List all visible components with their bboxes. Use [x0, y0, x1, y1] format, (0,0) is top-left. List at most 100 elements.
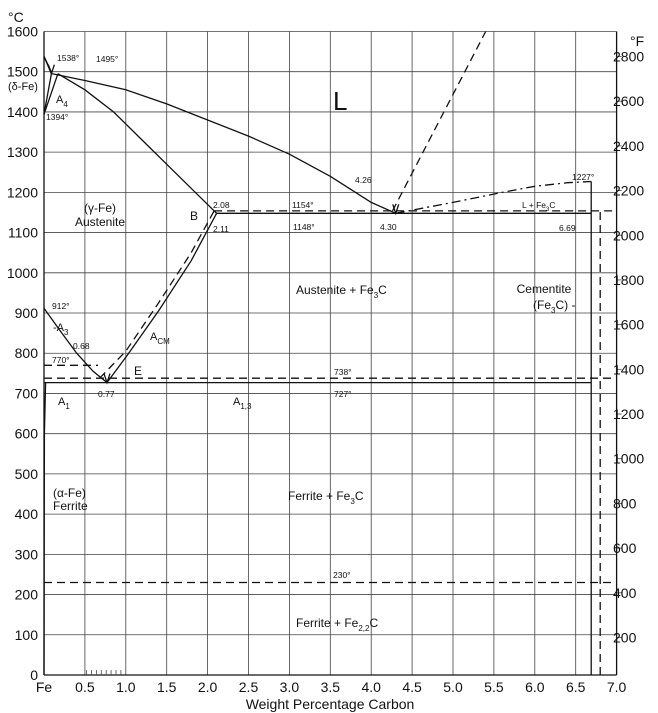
x-tick-label: 3.0 — [280, 679, 300, 695]
annot-1154: 1154° — [292, 200, 314, 210]
x-tick-label: 4.5 — [402, 679, 422, 695]
annot-6-69: 6.69 — [559, 223, 576, 233]
y-tick-label-c: 1000 — [7, 265, 38, 281]
y-tick-label-f: 1800 — [613, 272, 644, 288]
region-austenite-fe3c: Austenite + Fe3C — [296, 283, 387, 300]
region-delta-fe: (δ-Fe) — [8, 81, 38, 93]
region-ferrite-fe22c: Ferrite + Fe2,2C — [296, 616, 378, 633]
curve-liquidus-gamma — [52, 73, 396, 214]
y-tick-label-c: 1100 — [8, 225, 38, 241]
y-tick-label-f: 2800 — [613, 49, 644, 65]
y-tick-label-c: 1200 — [7, 184, 38, 200]
x-tick-label: 7.0 — [607, 679, 627, 695]
eutectic-arrow — [392, 204, 400, 216]
y-tick-label-c: 600 — [15, 426, 39, 442]
region-liquid: L — [333, 86, 347, 116]
annot-738: 738° — [334, 367, 352, 377]
annot-1538: 1538° — [57, 53, 79, 63]
y-tick-label-c: 700 — [15, 385, 39, 401]
curve-liquidus-fe3c-stable — [395, 180, 592, 214]
curve-liquidus-fe3c-metastable — [391, 31, 487, 212]
y-tick-label-f: 2600 — [613, 93, 644, 109]
x-tick-label: 1.0 — [116, 679, 136, 695]
y-tick-label-c: 300 — [15, 546, 39, 562]
label-a4: A4 — [56, 94, 68, 109]
y-tick-label-f: 2400 — [613, 138, 644, 154]
y-tick-label-c: 500 — [15, 466, 39, 482]
x-tick-label: Fe — [36, 679, 53, 695]
label-acm: ACM — [150, 331, 170, 346]
annot-1495: 1495° — [96, 54, 118, 64]
y-axis-unit-fahrenheit: °F — [630, 33, 644, 49]
y-tick-label-c: 400 — [15, 506, 39, 522]
curve-a3 — [43, 307, 108, 384]
annot-1394: 1394° — [46, 112, 68, 122]
y-tick-label-f: 200 — [613, 629, 637, 645]
y-axis-unit-celsius: °C — [8, 9, 24, 25]
region-ferrite: Ferrite — [53, 499, 88, 513]
annot-2-11: 2.11 — [213, 224, 229, 234]
grid-lines — [43, 31, 618, 676]
annot-4-26: 4.26 — [355, 175, 372, 185]
curve-ferrite-solvus — [43, 382, 47, 676]
y-tick-label-f: 2200 — [613, 183, 644, 199]
x-tick-label: 2.0 — [198, 679, 218, 695]
label-a3: -A3 — [53, 322, 69, 337]
y-tick-label-f: 600 — [613, 540, 637, 556]
y-tick-label-f: 1200 — [613, 406, 644, 422]
x-tick-label: 0.5 — [75, 679, 95, 695]
peritectic-arrow — [47, 64, 55, 76]
region-l-fe3c: L + Fe3C — [522, 200, 556, 213]
curve-acm-metastable — [106, 212, 218, 383]
curve-delta-gamma-low — [43, 73, 53, 115]
y-tick-label-c: 900 — [15, 305, 39, 321]
annot-0-68: 0.68 — [73, 341, 90, 351]
y-tick-label-c: 0 — [30, 667, 38, 683]
label-a1: A1 — [58, 396, 70, 411]
region-austenite: Austenite — [75, 215, 125, 229]
x-tick-label: 5.0 — [443, 679, 463, 695]
region-cementite-formula: (Fe3C) - — [533, 298, 575, 315]
annot-770: 770° — [52, 355, 70, 365]
y-tick-label-c: 200 — [15, 587, 39, 603]
x-tick-label: 4.0 — [361, 679, 381, 695]
y-tick-label-c: 1500 — [7, 64, 38, 80]
y-tick-label-f: 1000 — [613, 451, 644, 467]
y-tick-label-c: 100 — [15, 627, 39, 643]
region-cementite: Cementite — [517, 282, 572, 296]
x-tick-label: 1.5 — [157, 679, 177, 695]
x-tick-label: 5.5 — [484, 679, 504, 695]
curve-solidus-gamma — [57, 73, 218, 214]
curve-delta-gamma-high — [43, 73, 59, 115]
region-alpha-fe: (α-Fe) — [53, 486, 86, 500]
x-tick-label: 2.5 — [239, 679, 259, 695]
y-tick-label-c: 800 — [15, 345, 39, 361]
annot-4-30: 4.30 — [380, 222, 397, 232]
point-e: E — [134, 364, 142, 378]
y-tick-label-f: 1400 — [613, 361, 644, 377]
y-tick-label-c: 1600 — [7, 23, 38, 39]
axis-ticks: 0 100 200 300 400 500 600 700 800 900 1000 1100 1200… — [7, 23, 645, 695]
label-a13: A1,3 — [233, 396, 252, 411]
annot-230: 230° — [333, 570, 351, 580]
y-tick-label-f: 800 — [613, 495, 637, 511]
x-tick-label: 3.5 — [321, 679, 341, 695]
annot-727: 727° — [334, 389, 352, 399]
annot-1148: 1148° — [293, 222, 315, 232]
region-gamma-fe: (γ-Fe) — [84, 201, 116, 215]
eutectoid-arrow — [103, 373, 111, 385]
y-tick-label-f: 400 — [613, 585, 637, 601]
x-tick-label: 6.0 — [525, 679, 545, 695]
point-b: B — [190, 209, 198, 223]
annot-2-08: 2.08 — [213, 200, 230, 210]
annot-0-77: 0.77 — [98, 389, 115, 399]
annot-1227: 1227° — [572, 172, 594, 182]
x-tick-label: 6.5 — [566, 679, 586, 695]
y-tick-label-f: 1600 — [613, 317, 644, 333]
y-tick-label-c: 1300 — [7, 144, 38, 160]
curve-acm-stable — [99, 210, 215, 379]
x-axis-label: Weight Percentage Carbon — [246, 696, 415, 712]
phase-boundaries — [43, 31, 617, 676]
annot-912: 912° — [52, 301, 70, 311]
